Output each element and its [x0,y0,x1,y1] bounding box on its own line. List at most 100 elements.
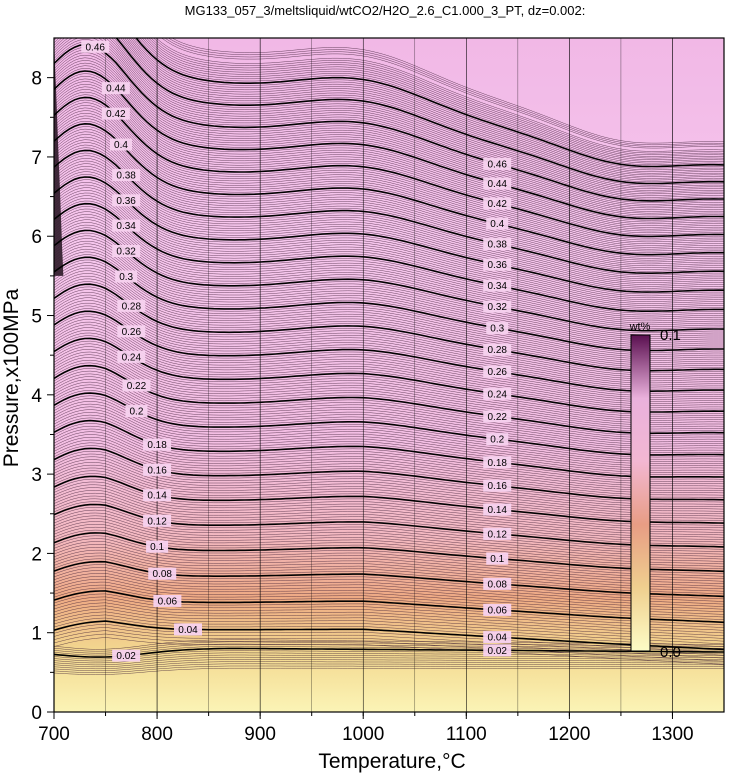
y-tick-label: 7 [31,148,42,169]
contour-label-text: 0.24 [487,389,507,400]
minor-contour [54,294,724,380]
minor-contour [150,38,724,155]
contour-label-text: 0.3 [119,272,133,283]
minor-contour [54,152,724,276]
minor-contour [54,68,724,217]
minor-contour [54,38,724,186]
minor-contour [54,495,724,540]
minor-contour [54,633,724,662]
minor-contour [54,171,724,289]
minor-contour [54,208,724,316]
contour-line-0.24 [54,337,724,413]
contour-label-text: 0.1 [150,542,164,553]
minor-contour [54,214,724,320]
contour-label-0.12: 0.12 [483,527,512,540]
chart-title: MG133_057_3/meltsliquid/wtCO2/H2O_2.6_C1… [185,3,586,18]
contour-label-0.32: 0.32 [483,300,512,313]
minor-contour [120,38,724,181]
minor-contour [54,428,724,485]
minor-contour [54,302,724,386]
minor-contour [54,281,724,369]
contour-label-0.46: 0.46 [483,157,512,170]
contour-labels: 0.02 0.02 0.04 0.04 0.06 0.06 0.08 0.08 0.1 0.1 0.… [81,40,512,662]
minor-contour [54,160,724,281]
contour-label-text: 0.4 [490,219,504,230]
minor-contour [54,174,724,291]
minor-contour [54,57,724,210]
minor-contour [54,182,724,297]
minor-contour [54,614,724,645]
contour-label-text: 0.42 [106,109,126,120]
minor-contour [54,158,724,280]
contour-label-0.22: 0.22 [483,410,512,423]
minor-contour [54,602,724,634]
minor-contour [54,627,724,656]
minor-contour [124,38,724,177]
minor-contour [54,538,724,577]
y-tick-label: 5 [31,307,42,328]
minor-contour [54,251,724,347]
minor-contour [54,665,724,673]
minor-contour [153,38,724,154]
contour-label-0.2: 0.2 [486,433,509,446]
contour-label-text: 0.28 [487,345,507,356]
minor-contour [54,487,724,533]
minor-contour [137,38,724,166]
contour-label-0.34: 0.34 [112,219,141,232]
minor-contour [54,115,724,250]
contour-label-text: 0.32 [116,246,136,257]
minor-contour [54,262,724,355]
minor-contour [54,637,724,665]
minor-contour [54,617,724,647]
contour-label-text: 0.18 [487,458,507,469]
x-tick-label: 1000 [342,724,384,745]
minor-contour [54,552,724,590]
contour-line-0.34 [54,202,724,312]
minor-contour [54,136,724,265]
major-contour-lines [54,38,724,658]
minor-contour [167,38,724,146]
minor-contour [54,544,724,582]
minor-contour [54,142,724,268]
contour-label-0.24: 0.24 [117,350,146,363]
minor-contour [54,198,724,308]
minor-contour [54,354,724,425]
contour-label-text: 0.44 [106,84,126,95]
minor-contour [54,54,724,209]
minor-contour [54,216,724,322]
minor-contour [54,227,724,330]
contour-label-0.24: 0.24 [483,387,512,400]
minor-contour [54,379,724,445]
contour-label-text: 0.22 [127,381,147,392]
contour-line-0.4 [54,122,724,256]
contour-line-0.04 [54,620,724,651]
contour-label-0.26: 0.26 [117,325,146,338]
minor-contour [54,573,724,607]
minor-contour [54,524,724,565]
minor-contour [54,324,724,402]
minor-contour [139,38,724,164]
minor-contour [54,578,724,613]
minor-contour [54,384,724,449]
minor-contour [54,431,724,487]
minor-contour [54,243,724,341]
colorbar-max-label: 0.1 [660,327,681,344]
contour-label-0.28: 0.28 [483,343,512,356]
minor-contour [54,238,724,337]
contour-label-0.26: 0.26 [483,365,512,378]
contour-line-0.22 [54,364,724,435]
contour-label-text: 0.14 [487,505,507,516]
plot-frame [53,37,725,713]
contour-label-0.12: 0.12 [143,514,172,527]
minor-contour [54,179,724,295]
contour-label-0.32: 0.32 [112,244,141,257]
minor-contour [161,38,724,149]
minor-contour [54,105,724,243]
minor-contour [54,83,724,228]
contour-label-0.46: 0.46 [81,40,110,53]
minor-contour [54,300,724,384]
contour-label-0.36: 0.36 [483,258,512,271]
contour-label-0.06: 0.06 [483,603,512,616]
minor-contour [122,38,724,179]
contour-label-text: 0.06 [487,605,507,616]
